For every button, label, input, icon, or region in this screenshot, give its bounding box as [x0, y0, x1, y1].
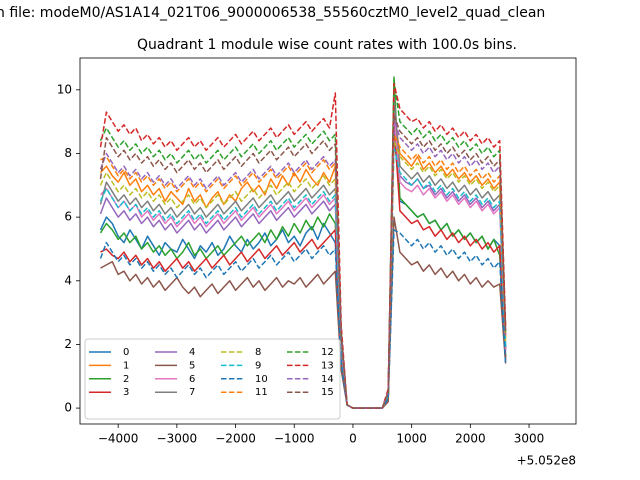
legend-label-6: 6	[189, 374, 195, 385]
x-tick-label: −2000	[215, 432, 256, 446]
legend-label-5: 5	[189, 360, 195, 371]
legend-box	[84, 338, 341, 420]
series-line-3	[100, 120, 507, 409]
x-tick-label: 0	[349, 432, 357, 446]
legend-label-7: 7	[189, 387, 195, 398]
legend-label-14: 14	[321, 374, 334, 385]
legend-label-15: 15	[321, 387, 334, 398]
legend-label-11: 11	[255, 387, 268, 398]
legend-label-13: 13	[321, 360, 334, 371]
series-line-8	[99, 139, 507, 409]
y-tick-label: 4	[64, 273, 72, 287]
legend-label-0: 0	[123, 347, 129, 358]
x-tick-label: −3000	[157, 432, 198, 446]
legend-label-4: 4	[189, 347, 195, 358]
axes-frame	[79, 57, 577, 425]
legend-label-1: 1	[123, 360, 129, 371]
series-lines	[99, 76, 507, 409]
chart-title: Quadrant 1 module wise count rates with …	[137, 37, 517, 53]
x-tick-label: 2000	[455, 432, 486, 446]
series-line-13	[99, 82, 507, 409]
series-line-5	[100, 216, 507, 409]
y-tick-label: 8	[64, 146, 72, 160]
series-line-14	[99, 117, 507, 409]
x-axis: −4000 −3000 −2000 −1000 0 1000 2000 3000	[98, 424, 544, 446]
x-tick-label: 1000	[396, 432, 427, 446]
series-line-15	[99, 114, 507, 409]
series-line-11	[100, 133, 507, 409]
series-line-7	[99, 95, 507, 409]
y-tick-label: 2	[64, 337, 72, 351]
series-line-2	[99, 76, 507, 409]
legend-label-2: 2	[123, 374, 129, 385]
legend-label-12: 12	[321, 347, 334, 358]
series-line-4	[99, 120, 507, 409]
y-axis: 0 2 4 6 8 10	[57, 82, 80, 415]
legend-label-3: 3	[123, 387, 129, 398]
x-offset-label: +5.052e8	[517, 454, 576, 468]
series-line-12	[99, 79, 507, 409]
series-line-6	[99, 111, 507, 409]
figure-suptitle: n file: modeM0/AS1A14_021T06_9000006538_…	[0, 5, 545, 21]
legend-label-10: 10	[255, 374, 268, 385]
x-tick-label: −4000	[98, 432, 139, 446]
y-tick-label: 10	[57, 82, 72, 96]
legend-label-9: 9	[255, 360, 261, 371]
x-tick-label: −1000	[274, 432, 315, 446]
y-tick-label: 6	[64, 210, 72, 224]
x-tick-label: 3000	[514, 432, 545, 446]
series-line-1	[99, 111, 507, 409]
series-line-9	[99, 146, 507, 409]
plot-area: −4000 −3000 −2000 −1000 0 1000 2000 3000 0 2 4 6 8 1…	[57, 57, 577, 468]
y-tick-label: 0	[64, 401, 72, 415]
series-line-10	[99, 229, 507, 409]
legend-label-8: 8	[255, 347, 261, 358]
